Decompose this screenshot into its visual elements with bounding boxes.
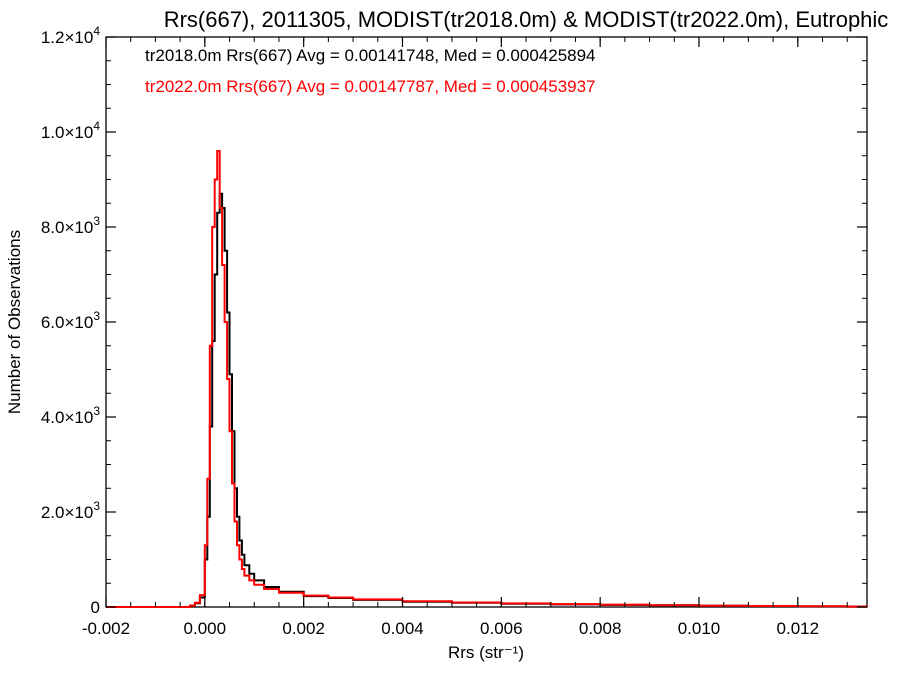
legend-entry-2: tr2022.0m Rrs(667) Avg = 0.00147787, Med… [145, 77, 596, 96]
chart-title: Rrs(667), 2011305, MODIST(tr2018.0m) & M… [164, 7, 889, 32]
x-axis-label: Rrs (str⁻¹) [448, 643, 524, 662]
x-tick-label-2: 0.002 [282, 619, 325, 638]
legend-entry-1: tr2018.0m Rrs(667) Avg = 0.00141748, Med… [145, 46, 596, 65]
series-layer [106, 150, 868, 608]
x-tick-label-0: -0.002 [82, 619, 130, 638]
plot-area: -0.002 0.000 0.002 0.004 0.006 0.008 0.010 0.01… [41, 24, 868, 638]
y-tick-label-6: 1.2×104 [41, 24, 100, 47]
x-axis-ticks: -0.002 0.000 0.002 0.004 0.006 0.008 0.010 0.01… [82, 37, 848, 638]
x-tick-label-4: 0.006 [480, 619, 523, 638]
series-line-2 [106, 150, 868, 608]
x-tick-label-5: 0.008 [579, 619, 622, 638]
x-tick-label-3: 0.004 [381, 619, 424, 638]
x-tick-label-6: 0.010 [678, 619, 721, 638]
y-tick-label-0: 0 [91, 598, 100, 617]
x-tick-label-7: 0.012 [777, 619, 820, 638]
y-axis-label: Number of Observations [5, 230, 24, 414]
x-tick-label-1: 0.000 [184, 619, 227, 638]
y-tick-label-2: 4.0×103 [41, 404, 100, 427]
plot-frame [105, 36, 868, 608]
series-line-1 [106, 192, 868, 608]
y-tick-label-3: 6.0×103 [41, 309, 100, 332]
y-axis-ticks: 0 2.0×103 4.0×103 6.0×103 8.0×103 1.0×104 1.2×… [41, 24, 867, 617]
y-tick-label-1: 2.0×103 [41, 499, 100, 522]
y-tick-label-5: 1.0×104 [41, 119, 100, 142]
y-tick-label-4: 8.0×103 [41, 214, 100, 237]
